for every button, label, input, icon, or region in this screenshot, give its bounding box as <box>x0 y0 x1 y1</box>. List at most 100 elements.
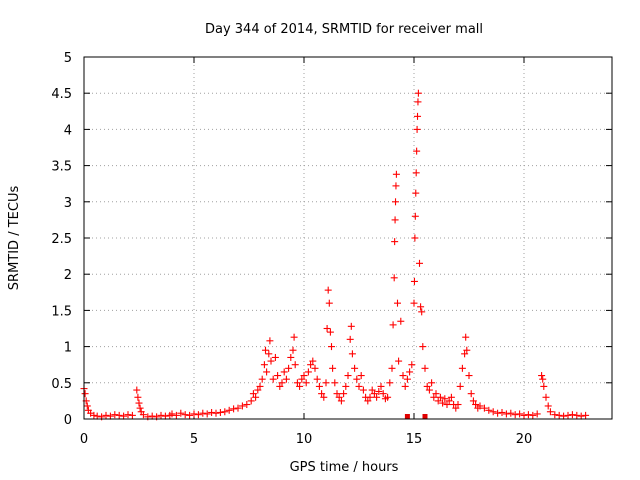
data-point <box>111 411 119 419</box>
data-point <box>412 189 420 197</box>
data-point <box>267 357 275 365</box>
data-point <box>401 382 409 390</box>
data-point <box>181 411 189 419</box>
data-point <box>416 259 423 267</box>
data-point <box>507 409 515 417</box>
data-point <box>392 182 400 190</box>
data-point <box>417 303 425 311</box>
data-point <box>329 364 337 372</box>
data-point <box>290 333 298 341</box>
data-point <box>428 379 436 387</box>
data-point <box>124 411 132 419</box>
grid <box>84 57 612 419</box>
data-point <box>128 411 136 419</box>
data-point <box>397 317 405 325</box>
data-point <box>546 408 554 416</box>
data-point <box>564 411 572 419</box>
data-point <box>280 368 288 376</box>
data-point <box>485 406 493 414</box>
data-point <box>454 401 462 409</box>
data-point <box>542 393 550 401</box>
y-tick-label: 2.5 <box>51 232 72 247</box>
x-tick-labels: 0 5 10 15 20 <box>80 432 532 447</box>
data-point <box>134 393 142 401</box>
data-point <box>266 337 274 345</box>
data-point <box>539 375 547 383</box>
data-point <box>390 274 398 282</box>
data-point <box>247 397 255 405</box>
data-point <box>102 411 110 419</box>
data-point <box>357 372 365 380</box>
data-point <box>190 410 198 418</box>
data-point <box>230 405 238 413</box>
data-point <box>252 393 260 401</box>
data-point <box>413 147 421 155</box>
data-point <box>212 409 220 417</box>
data-point <box>271 353 279 361</box>
data-point <box>322 379 330 387</box>
data-point <box>311 364 319 372</box>
y-tick-labels: 0 0.5 1 1.5 2 2.5 3 3.5 4 4.5 5 <box>51 51 72 428</box>
data-point <box>419 343 427 351</box>
data-point <box>208 408 216 416</box>
data-point <box>410 299 418 307</box>
data-point <box>186 411 194 419</box>
data-point <box>568 411 576 419</box>
y-tick-label: 3 <box>64 196 72 211</box>
data-point <box>194 411 202 419</box>
y-tick-label: 5 <box>64 51 72 66</box>
data-point <box>148 412 156 420</box>
data-point <box>328 343 335 351</box>
data-point <box>462 333 470 341</box>
data-point <box>136 404 144 412</box>
data-point <box>461 350 469 358</box>
data-point <box>423 382 431 390</box>
plot-frame <box>83 56 613 420</box>
data-point <box>502 410 510 418</box>
data-point <box>323 325 331 332</box>
data-point <box>412 169 420 177</box>
data-point <box>516 410 524 418</box>
data-point <box>133 386 141 394</box>
data-point <box>278 379 286 387</box>
data-point <box>411 212 419 220</box>
data-point <box>120 412 128 420</box>
data-point <box>410 277 418 285</box>
data-point <box>333 390 341 398</box>
data-point <box>432 390 440 398</box>
chart-title: Day 344 of 2014, SRMTID for receiver mal… <box>205 22 483 37</box>
data-point <box>560 412 568 420</box>
data-point <box>411 234 419 242</box>
data-points <box>80 89 590 421</box>
data-point <box>386 379 394 387</box>
x-tick-label: 5 <box>190 432 198 447</box>
data-point <box>199 409 207 417</box>
data-point <box>258 375 266 383</box>
data-point <box>221 408 229 416</box>
data-point <box>340 390 348 398</box>
data-point <box>287 353 295 361</box>
data-point <box>370 390 378 398</box>
data-point <box>430 393 438 401</box>
data-point <box>399 372 407 380</box>
data-point <box>472 401 480 409</box>
y-tick-label: 4 <box>64 123 72 138</box>
data-point <box>300 372 308 380</box>
data-point <box>555 411 563 419</box>
data-point <box>243 401 251 409</box>
data-point <box>139 411 147 419</box>
data-point <box>379 390 387 398</box>
data-point <box>425 386 433 394</box>
data-point <box>538 372 546 380</box>
x-tick-label: 15 <box>406 432 423 447</box>
data-point <box>304 368 312 376</box>
data-point <box>324 286 332 294</box>
data-point <box>351 364 359 372</box>
data-point <box>346 335 354 343</box>
data-point <box>263 368 271 376</box>
data-point <box>366 393 374 401</box>
data-point <box>480 404 488 412</box>
data-point <box>298 375 306 383</box>
data-point <box>291 361 299 369</box>
data-point <box>368 386 376 394</box>
